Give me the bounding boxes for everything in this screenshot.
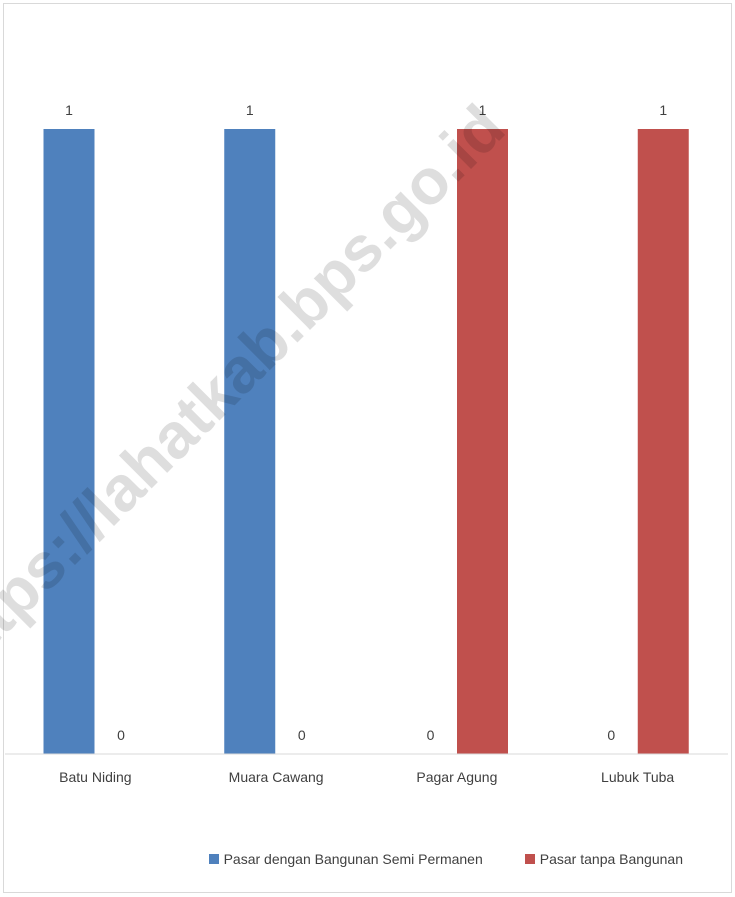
data-label: 0 xyxy=(117,727,125,743)
data-label: 0 xyxy=(607,727,615,743)
legend-label: Pasar dengan Bangunan Semi Permanen xyxy=(223,851,483,867)
bar-muara-cawang-series-1 xyxy=(224,129,276,754)
legend-swatch xyxy=(524,854,535,864)
legend: Pasar dengan Bangunan Semi Permanen Pasar… xyxy=(0,851,735,867)
data-label: 1 xyxy=(246,102,254,118)
bar-pagar-agung-series-2 xyxy=(457,129,508,754)
x-tick-label: Muara Cawang xyxy=(229,769,324,785)
x-tick-label: Lubuk Tuba xyxy=(601,769,674,785)
data-label: 1 xyxy=(479,102,487,118)
x-tick-label: Batu Niding xyxy=(59,769,131,785)
legend-swatch xyxy=(208,854,219,864)
bar-lubuk-tuba-series-2 xyxy=(637,129,689,754)
legend-item-series-1: Pasar dengan Bangunan Semi Permanen xyxy=(208,851,483,867)
legend-item-series-2: Pasar tanpa Bangunan xyxy=(524,851,683,867)
legend-label: Pasar tanpa Bangunan xyxy=(539,851,683,867)
data-label: 1 xyxy=(65,102,73,118)
data-label: 0 xyxy=(298,727,306,743)
data-label: 1 xyxy=(659,102,667,118)
data-label: 0 xyxy=(427,727,435,743)
bar-batu-niding-series-1 xyxy=(43,129,95,754)
chart-frame xyxy=(3,3,732,893)
x-tick-label: Pagar Agung xyxy=(416,769,497,785)
